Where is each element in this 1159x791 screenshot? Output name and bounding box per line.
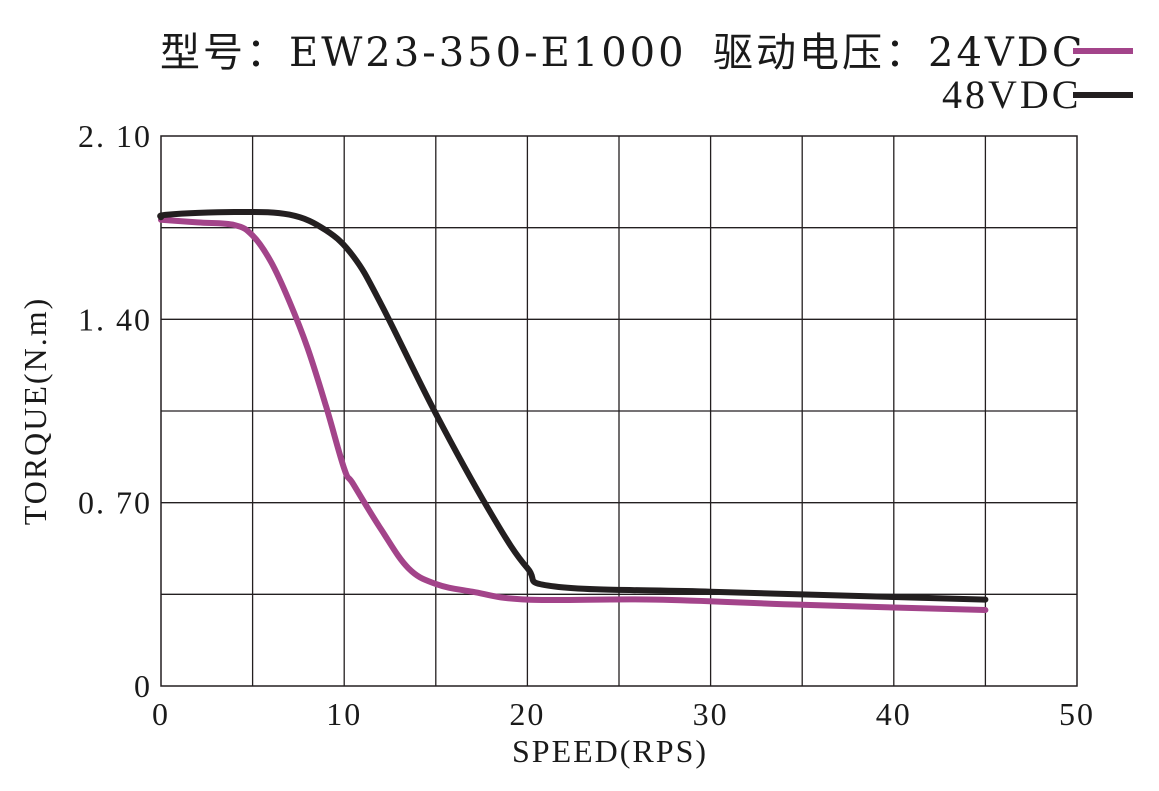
chart-model-label: 型号：EW23-350-E1000	[160, 30, 687, 76]
legend-label-24vdc: 驱动电压：24VDC	[713, 30, 1085, 76]
x-axis-title: SPEED(RPS)	[512, 733, 708, 769]
y-tick-label: 2. 10	[78, 118, 152, 154]
series-layer	[157, 208, 989, 613]
tick-labels: 0 10 20 30 40 50 0 0. 70 1. 40 2. 10	[78, 118, 1095, 732]
series-line-24vdc	[158, 216, 989, 613]
x-tick-label: 20	[509, 696, 545, 732]
y-tick-label: 0. 70	[78, 485, 152, 521]
series-line-48vdc	[157, 208, 989, 603]
plot-frame	[160, 135, 1078, 687]
x-tick-label: 50	[1059, 696, 1095, 732]
y-tick-label: 1. 40	[78, 301, 152, 337]
x-tick-label: 30	[693, 696, 729, 732]
legend-label-48vdc: 48VDC	[942, 72, 1081, 117]
y-axis-title: TORQUE(N.m)	[17, 297, 53, 526]
x-tick-label: 40	[876, 696, 912, 732]
x-tick-label: 10	[326, 696, 362, 732]
x-tick-label: 0	[152, 696, 170, 732]
y-tick-label: 0	[134, 668, 152, 704]
